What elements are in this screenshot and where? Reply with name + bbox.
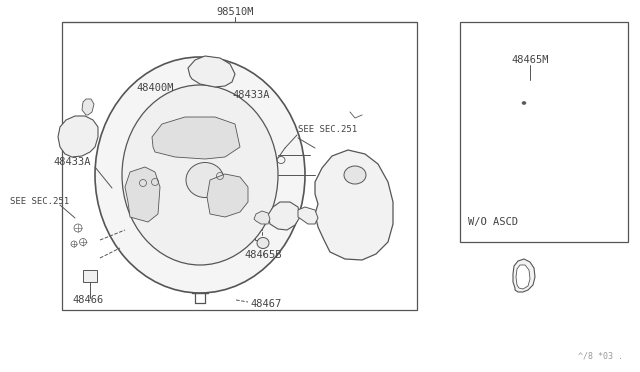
- Polygon shape: [188, 56, 235, 87]
- Bar: [62, 22, 417, 310]
- Text: W/O ASCD: W/O ASCD: [468, 217, 518, 227]
- Polygon shape: [82, 99, 94, 115]
- Text: 48433A: 48433A: [232, 90, 269, 100]
- Text: 48465B: 48465B: [244, 250, 282, 260]
- Text: ^/8 *03 .: ^/8 *03 .: [577, 352, 623, 360]
- Text: 98510M: 98510M: [216, 7, 253, 17]
- Polygon shape: [125, 167, 160, 222]
- Polygon shape: [516, 265, 530, 289]
- Polygon shape: [315, 150, 393, 260]
- Polygon shape: [513, 259, 535, 292]
- Text: SEE SEC.251: SEE SEC.251: [298, 125, 357, 135]
- Polygon shape: [58, 116, 98, 157]
- Text: 48467: 48467: [250, 299, 281, 309]
- Ellipse shape: [257, 237, 269, 248]
- Ellipse shape: [95, 57, 305, 293]
- Polygon shape: [268, 202, 300, 230]
- Ellipse shape: [122, 85, 278, 265]
- Polygon shape: [207, 174, 248, 217]
- Bar: [83, 270, 97, 282]
- Text: 48466: 48466: [72, 295, 104, 305]
- Text: 48433A: 48433A: [53, 157, 91, 167]
- Polygon shape: [152, 117, 240, 159]
- Ellipse shape: [522, 102, 526, 105]
- Ellipse shape: [344, 166, 366, 184]
- Polygon shape: [254, 211, 270, 224]
- Text: SEE SEC.251: SEE SEC.251: [10, 198, 69, 206]
- Bar: [460, 22, 628, 242]
- Text: 48465M: 48465M: [511, 55, 548, 65]
- Polygon shape: [298, 207, 318, 224]
- Text: 48400M: 48400M: [136, 83, 173, 93]
- Ellipse shape: [186, 163, 224, 198]
